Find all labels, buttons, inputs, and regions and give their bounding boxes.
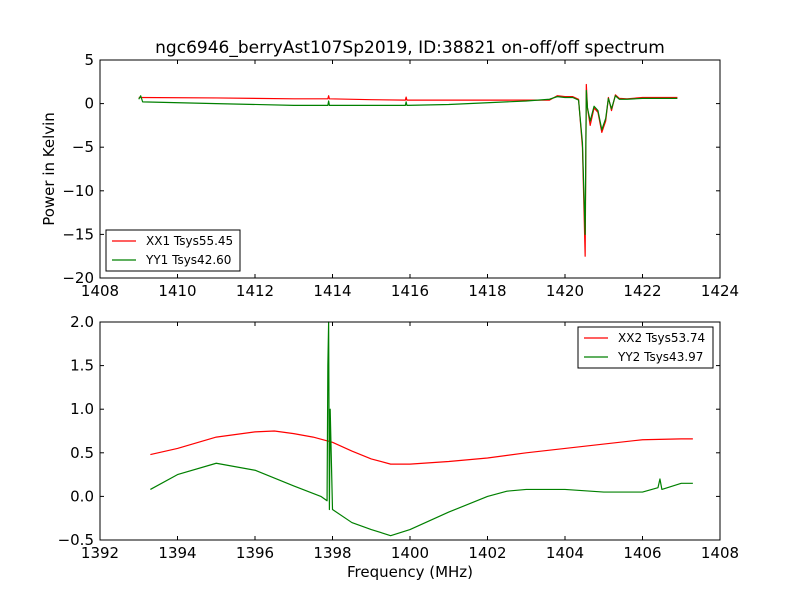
y-tick-label: 0.0 xyxy=(70,487,94,505)
x-tick-label: 1416 xyxy=(391,282,429,300)
y-tick-label: −20 xyxy=(62,269,94,287)
figure-title: ngc6946_berryAst107Sp2019, ID:38821 on-o… xyxy=(155,38,665,58)
x-tick-label: 1410 xyxy=(158,282,196,300)
y-tick-label: 1.5 xyxy=(70,357,94,375)
x-tick-label: 1414 xyxy=(313,282,351,300)
y-tick-label: 5 xyxy=(84,51,94,69)
x-axis-label: Frequency (MHz) xyxy=(347,563,473,581)
legend-box-panel1 xyxy=(105,229,241,272)
x-tick-label: 1398 xyxy=(313,544,351,562)
x-tick-label: 1408 xyxy=(81,282,119,300)
x-tick-label: 1424 xyxy=(701,282,739,300)
y-tick-label: −0.5 xyxy=(58,531,94,549)
x-tick-label: 1394 xyxy=(158,544,196,562)
x-tick-label: 1406 xyxy=(623,544,661,562)
legend-box-panel2 xyxy=(577,326,714,369)
y-tick-label: −15 xyxy=(62,225,94,243)
legend-label: YY1 Tsys42.60 xyxy=(145,253,231,267)
x-tick-label: 1404 xyxy=(546,544,584,562)
legend-label: XX1 Tsys55.45 xyxy=(146,234,233,248)
x-tick-label: 1408 xyxy=(701,544,739,562)
series-line-xx-panel2 xyxy=(150,430,693,465)
x-tick-label: 1422 xyxy=(623,282,661,300)
bottom-panel: 1392 1394 1396 1398 1400 1402 1404 1406 1408 2.0 1… xyxy=(58,313,740,562)
legend-label: XX2 Tsys53.74 xyxy=(618,331,705,345)
y-tick-label: −10 xyxy=(62,182,94,200)
y-axis-label: Power in Kelvin xyxy=(40,112,58,226)
series-line-yy-panel2 xyxy=(150,321,693,537)
y-tick-label: 0 xyxy=(84,95,94,113)
y-tick-label: 1.0 xyxy=(70,400,94,418)
series-line-yy-panel1 xyxy=(138,89,678,235)
x-tick-label: 1412 xyxy=(236,282,274,300)
x-tick-label: 1400 xyxy=(391,544,429,562)
x-tick-label: 1402 xyxy=(468,544,506,562)
x-tick-label: 1392 xyxy=(81,544,119,562)
legend-label: YY2 Tsys43.97 xyxy=(617,350,703,364)
y-tick-label: 0.5 xyxy=(70,444,94,462)
x-tick-label: 1418 xyxy=(468,282,506,300)
y-tick-label: 2.0 xyxy=(70,313,94,331)
top-panel: 1408 1410 1412 1414 1416 1418 1420 1422 1424 5 0 −5… xyxy=(62,51,739,300)
x-tick-label: 1420 xyxy=(546,282,584,300)
y-tick-label: −5 xyxy=(72,138,94,156)
x-tick-label: 1396 xyxy=(236,544,274,562)
